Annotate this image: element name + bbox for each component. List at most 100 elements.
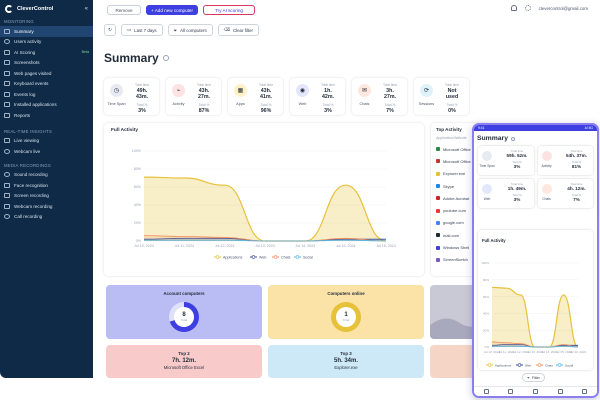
account-computers-card[interactable]: Account computers 8 Total (106, 285, 262, 339)
menu-icon[interactable] (483, 389, 489, 394)
mobile-stat-values: Total time 59h. 52m. Total % 3% (502, 149, 532, 169)
ai-icon (4, 49, 10, 55)
date-range-button[interactable]: ▭ Last 7 days (121, 24, 163, 36)
top-activity-item[interactable]: Windows Shell (431, 241, 491, 253)
y-tick-label: 80% (134, 167, 142, 171)
sidebar-item-call-rec[interactable]: Call recording (0, 212, 93, 223)
stat-label: Sessions (418, 102, 435, 106)
legend-marker (295, 255, 300, 259)
sidebar-item-web-pages[interactable]: Web pages visited (0, 68, 93, 79)
stat-card[interactable]: ◷ Time Span Total time 49h. 43m. Total %… (104, 78, 159, 115)
account-computers-donut: 8 Total (169, 302, 199, 332)
app-icon (436, 196, 440, 201)
mobile-stat-card[interactable]: Time Span Total time 59h. 52m. Total % 3… (478, 146, 534, 175)
clear-filter-button[interactable]: ⌫ Clear filter (217, 24, 259, 36)
top3-card[interactable]: Top 3 5h. 34m. Explorer.exe (268, 345, 424, 378)
sidebar-item-screen-rec[interactable]: Screen recording (0, 191, 93, 202)
clock-icon[interactable] (508, 389, 514, 394)
app-icon (436, 220, 440, 225)
user-icon[interactable] (582, 389, 588, 394)
mobile-stat-card[interactable]: Chats Total time 4h. 12m. Total % 7% (537, 179, 593, 208)
top2-card[interactable]: Top 2 7h. 12m. Microsoft Office Excel (106, 345, 262, 378)
top-activity-item[interactable]: google.com (431, 217, 491, 229)
top-activity-item[interactable]: ScreenSketch (431, 254, 491, 266)
mobile-status-bar: 9:41 AI 5G (474, 125, 597, 131)
sidebar-item-ai-scoring[interactable]: AI Scoring Beta (0, 47, 93, 58)
mobile-stat-label: Time Span (479, 164, 495, 168)
stat-total-time-label: Total time (382, 83, 398, 87)
try-ai-button[interactable]: Try AI scoring (203, 5, 255, 15)
mobile-filter-button[interactable]: ⏷ Filter (522, 373, 545, 382)
sidebar-item-reports[interactable]: Reports (0, 110, 93, 121)
camera-icon (4, 203, 10, 209)
section-realtime: REAL-TIME INSIGHTS (4, 128, 53, 134)
top-activity-item[interactable]: mail.com (431, 229, 491, 241)
series-area (144, 177, 386, 241)
stat-card[interactable]: ◉ Web Total time 1h. 42m. Total % 3% (290, 78, 345, 115)
top2-title: Top 2 (178, 351, 190, 356)
stat-total-time: Not used (445, 88, 459, 100)
legend-label: Applications (495, 363, 512, 367)
sidebar-item-face[interactable]: Face recognition (0, 180, 93, 191)
top-activity-item[interactable]: Microsoft Office (431, 155, 491, 167)
mobile-total-time-label: Total time (511, 182, 523, 186)
legend-label: Web (259, 255, 266, 259)
stat-card[interactable]: ▦ Apps Total time 43h. 41m. Total % 96% (228, 78, 283, 115)
computers-filter-button[interactable]: ⏷ All computers (167, 24, 213, 36)
stat-total-pct: 96% (260, 108, 272, 114)
stat-total-pct-label: Total % (198, 103, 210, 107)
refresh-button[interactable]: ↻ (104, 24, 116, 36)
sidebar-item-webcam-rec[interactable]: Webcam recording (0, 201, 93, 212)
stat-card[interactable]: ⟳ Sessions Total time Not used Total % 0… (414, 78, 469, 115)
top-activity-name: Skype (443, 183, 455, 189)
mobile-stat-values: Total time 4h. 12m. Total % 7% (562, 182, 592, 202)
mobile-total-time: 4h. 12m. (567, 186, 586, 191)
sidebar-item-sound[interactable]: Sound recording (0, 170, 93, 181)
sidebar-item-users-activity[interactable]: Users activity (0, 37, 93, 48)
chart-icon[interactable] (557, 389, 563, 394)
home-icon[interactable] (532, 389, 538, 394)
logo-icon (5, 5, 13, 13)
add-computer-button[interactable]: + Add new computer (146, 5, 198, 15)
stat-card[interactable]: ⌁ Activity Total time 43h. 27m. Total % … (166, 78, 221, 115)
top-activity-item[interactable]: Adobe Acrobat (431, 192, 491, 204)
sidebar-item-screenshots[interactable]: Screenshots (0, 58, 93, 69)
sidebar-item-summary[interactable]: Summary (0, 26, 93, 37)
mobile-chart-card: Full Activity 0% 20% 40% 60% 80% 100% Jul 10, … (478, 230, 593, 370)
sidebar-item-installed-apps[interactable]: Installed applications (0, 100, 93, 111)
mobile-stat-label: Web (483, 197, 491, 201)
computers-online-card[interactable]: Computers online 1 Total (268, 285, 424, 339)
sidebar-item-keyboard[interactable]: Keyboard events (0, 79, 93, 90)
legend-marker (251, 255, 256, 259)
calendar-icon: ▭ (127, 27, 132, 32)
mobile-stat-card[interactable]: Web Total time 1h. 49m. Total % 3% (478, 179, 534, 208)
info-icon[interactable] (162, 55, 169, 61)
mobile-time: 9:41 (478, 126, 485, 130)
top-activity-item[interactable]: youtube.com (431, 204, 491, 216)
gear-icon[interactable] (524, 5, 531, 11)
sidebar-item-live-viewing[interactable]: Live viewing (0, 136, 93, 147)
filter-bar: ↻ ▭ Last 7 days ⏷ All computers ⌫ Clear fil… (104, 24, 259, 36)
sidebar-item-events-log[interactable]: Events log (0, 89, 93, 100)
remove-button[interactable]: Remove (107, 5, 141, 15)
stat-card[interactable]: ✉ Chats Total time 3h. 27m. Total % 7% (352, 78, 407, 115)
sidebar-item-webcam-live[interactable]: Webcam live (0, 146, 93, 157)
stat-total-time-label: Total time (196, 83, 212, 87)
y-tick-label: 0% (136, 239, 142, 243)
top-activity-item[interactable]: Microsoft Office (431, 143, 491, 155)
mobile-stat-card[interactable]: Activity Total time 54h. 37m. Total % 81… (537, 146, 593, 175)
y-tick-label: 20% (134, 221, 142, 225)
stat-label: Apps (236, 102, 245, 106)
app-icon (436, 245, 440, 250)
bell-icon[interactable] (510, 5, 517, 11)
info-icon[interactable] (510, 136, 515, 141)
legend-label: Chats (281, 255, 291, 259)
collapse-sidebar-icon[interactable]: « (84, 6, 88, 12)
stat-values: Total time Not used Total % 0% (442, 83, 462, 114)
stat-total-time-label: Total time (444, 83, 460, 87)
account-email[interactable]: clevercontrol@gmail.com (538, 5, 588, 11)
stat-label: Chats (359, 102, 370, 106)
x-tick-label: Jul 11, 2024 (498, 350, 514, 354)
top-activity-item[interactable]: Skype (431, 180, 491, 192)
top-activity-item[interactable]: Explorer.exe (431, 168, 491, 180)
